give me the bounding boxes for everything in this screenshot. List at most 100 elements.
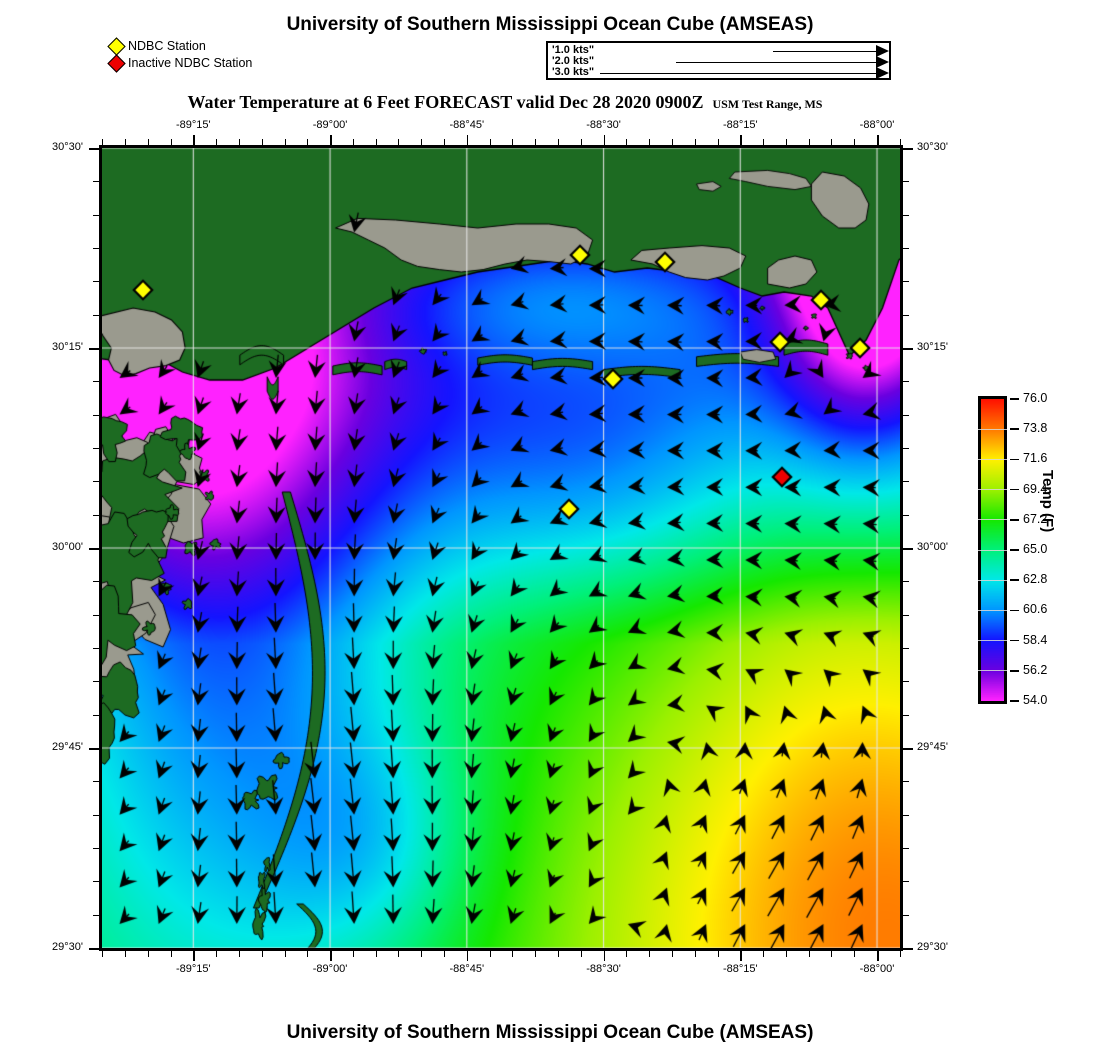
axis-tick-minor: [216, 139, 218, 145]
colorbar-tick-label: 67.2: [1023, 511, 1048, 526]
forecast-region-label: USM Test Range, MS: [712, 97, 823, 111]
temperature-field-canvas: [102, 148, 900, 948]
axis-tick-minor: [626, 951, 628, 957]
colorbar-tick: [1010, 549, 1019, 551]
axis-tick-minor: [903, 848, 909, 849]
y-axis-label: 29°30': [52, 941, 83, 953]
colorbar-band-divider: [978, 579, 1007, 581]
axis-tick-minor: [93, 281, 99, 283]
axis-tick-minor: [903, 814, 909, 816]
vector-scale-row: '3.0 kts": [548, 66, 889, 79]
axis-tick-minor: [512, 139, 514, 145]
axis-tick-minor: [93, 881, 99, 883]
axis-tick-minor: [125, 139, 126, 145]
current-scale-legend: '1.0 kts" '2.0 kts" '3.0 kts": [546, 41, 891, 80]
axis-tick-minor: [284, 139, 286, 145]
map-plot-area[interactable]: [99, 145, 903, 951]
axis-tick-minor: [808, 139, 810, 145]
axis-tick-major: [466, 951, 469, 961]
colorbar-tick-label: 54.0: [1023, 693, 1048, 707]
axis-tick-minor: [903, 214, 909, 216]
axis-tick-minor: [125, 951, 126, 957]
colorbar-band-divider: [978, 609, 1007, 611]
axis-tick-minor: [102, 951, 104, 957]
axis-tick-minor: [489, 139, 491, 145]
axis-tick-minor: [512, 951, 514, 957]
axis-tick-minor: [694, 139, 696, 145]
axis-tick-major: [903, 348, 913, 350]
axis-tick-minor: [785, 139, 787, 145]
colorbar-tick: [1010, 488, 1019, 491]
legend-label: NDBC Station: [128, 38, 206, 53]
y-axis-label: 30°30': [917, 141, 948, 153]
colorbar-tick: [1010, 579, 1019, 581]
axis-tick-major: [603, 951, 606, 961]
axis-tick-minor: [93, 481, 99, 483]
axis-tick-minor: [854, 139, 856, 145]
legend-item-ndbc-station: NDBC Station: [107, 36, 252, 56]
axis-tick-minor: [421, 139, 423, 145]
axis-tick-minor: [903, 714, 909, 716]
arrow-head-icon: [876, 67, 889, 79]
colorbar-band-divider: [978, 458, 1007, 460]
axis-tick-minor: [216, 951, 218, 957]
axis-tick-minor: [102, 139, 104, 145]
axis-tick-major: [903, 148, 913, 150]
y-axis-label: 30°00': [52, 541, 83, 553]
x-axis-label: -88°30': [586, 963, 621, 975]
colorbar-band-divider: [978, 489, 1007, 491]
x-axis-label: -88°30': [586, 119, 621, 131]
forecast-subtitle-row: Water Temperature at 6 Feet FORECAST val…: [0, 92, 1010, 113]
axis-tick-major: [89, 748, 99, 750]
vector-scale-row: '2.0 kts": [548, 55, 889, 68]
axis-tick-major: [330, 951, 332, 961]
vector-shaft: [676, 62, 876, 63]
axis-tick-minor: [93, 414, 99, 416]
axis-tick-minor: [261, 139, 263, 145]
axis-tick-minor: [284, 951, 286, 957]
axis-tick-minor: [147, 139, 149, 145]
axis-tick-minor: [93, 448, 99, 449]
axis-tick-major: [466, 135, 469, 145]
axis-tick-minor: [93, 181, 99, 183]
arrow-head-icon: [876, 45, 889, 57]
colorbar-tick-label: 60.6: [1023, 602, 1048, 617]
axis-tick-minor: [421, 951, 423, 957]
axis-tick-minor: [93, 681, 99, 683]
axis-tick-minor: [903, 414, 909, 416]
axis-tick-minor: [375, 139, 377, 145]
axis-tick-minor: [831, 139, 833, 145]
legend-item-inactive-ndbc-station: Inactive NDBC Station: [107, 53, 252, 73]
colorbar-tick-label: 76.0: [1023, 391, 1048, 405]
x-axis-label: -88°15': [722, 963, 758, 975]
axis-tick-minor: [489, 951, 491, 957]
x-axis-label: -88°45': [449, 963, 485, 975]
vector-scale-label: '3.0 kts": [552, 66, 595, 78]
axis-tick-minor: [903, 881, 909, 883]
axis-tick-minor: [352, 139, 354, 145]
axis-tick-minor: [649, 951, 651, 957]
axis-tick-minor: [899, 951, 901, 957]
axis-tick-major: [877, 135, 879, 145]
axis-tick-minor: [535, 951, 537, 957]
axis-tick-minor: [854, 951, 856, 957]
axis-tick-minor: [903, 914, 909, 916]
axis-tick-major: [89, 548, 99, 550]
axis-tick-minor: [375, 951, 377, 957]
axis-tick-minor: [93, 614, 99, 616]
axis-tick-minor: [626, 139, 628, 145]
y-axis-label: 30°15': [52, 341, 83, 353]
axis-tick-minor: [903, 181, 909, 183]
axis-tick-minor: [170, 139, 172, 145]
x-axis-label: -88°15': [722, 119, 758, 131]
colorbar-tick: [1010, 428, 1019, 430]
axis-tick-minor: [717, 951, 719, 957]
colorbar-tick-label: 62.8: [1023, 572, 1048, 587]
axis-tick-major: [740, 951, 742, 961]
axis-tick-minor: [93, 714, 99, 716]
axis-tick-minor: [93, 914, 99, 916]
axis-tick-minor: [671, 139, 673, 145]
x-axis-label: -88°45': [449, 119, 485, 131]
y-axis-label: 30°30': [52, 141, 83, 153]
axis-tick-minor: [903, 381, 909, 383]
